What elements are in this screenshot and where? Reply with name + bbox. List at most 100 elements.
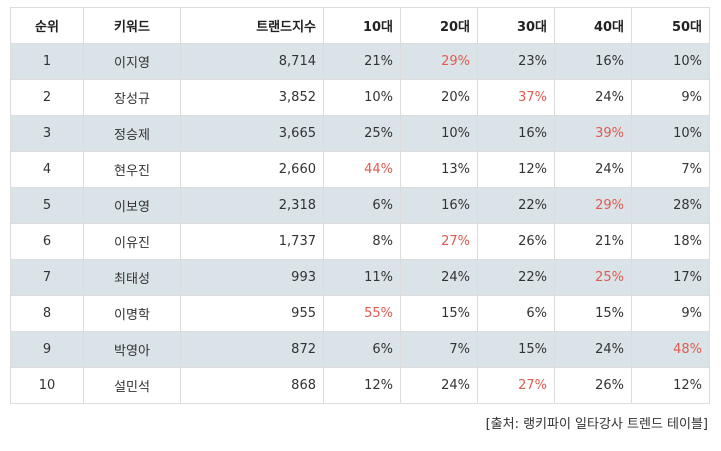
cell-age50: 10%	[631, 115, 710, 152]
cell-keyword: 최태성	[83, 259, 181, 296]
cell-age10: 10%	[323, 79, 401, 116]
cell-trend-index: 2,660	[180, 151, 324, 188]
header-age40: 40대	[554, 7, 632, 44]
cell-age30: 12%	[477, 151, 555, 188]
table-body: 1 이지영 8,714 21% 29% 23% 16% 10% 2 장성규 3,852 10% 20% 3…	[10, 43, 710, 404]
cell-rank: 6	[10, 223, 84, 260]
table-row: 2 장성규 3,852 10% 20% 37% 24% 9%	[10, 79, 710, 116]
cell-age10: 6%	[323, 187, 401, 224]
cell-age20: 20%	[400, 79, 478, 116]
cell-age40: 21%	[554, 223, 632, 260]
cell-age10: 6%	[323, 331, 401, 368]
cell-age50: 7%	[631, 151, 710, 188]
cell-trend-index: 868	[180, 367, 324, 404]
cell-age10: 8%	[323, 223, 401, 260]
cell-rank: 8	[10, 295, 84, 332]
cell-age10: 55%	[323, 295, 401, 332]
cell-age30: 22%	[477, 259, 555, 296]
cell-rank: 2	[10, 79, 84, 116]
cell-age40: 39%	[554, 115, 632, 152]
cell-age30: 26%	[477, 223, 555, 260]
cell-age40: 15%	[554, 295, 632, 332]
cell-age20: 27%	[400, 223, 478, 260]
cell-age30: 37%	[477, 79, 555, 116]
cell-trend-index: 955	[180, 295, 324, 332]
cell-age20: 15%	[400, 295, 478, 332]
cell-age30: 6%	[477, 295, 555, 332]
cell-age30: 15%	[477, 331, 555, 368]
cell-age50: 18%	[631, 223, 710, 260]
header-trend-index: 트랜드지수	[180, 7, 324, 44]
cell-trend-index: 993	[180, 259, 324, 296]
header-age20: 20대	[400, 7, 478, 44]
cell-age50: 28%	[631, 187, 710, 224]
cell-keyword: 설민석	[83, 367, 181, 404]
table-header: 순위 키워드 트랜드지수 10대 20대 30대 40대 50대	[10, 7, 710, 44]
cell-age50: 17%	[631, 259, 710, 296]
cell-age40: 24%	[554, 79, 632, 116]
cell-keyword: 장성규	[83, 79, 181, 116]
header-keyword: 키워드	[83, 7, 181, 44]
cell-age20: 13%	[400, 151, 478, 188]
cell-keyword: 이유진	[83, 223, 181, 260]
cell-rank: 4	[10, 151, 84, 188]
cell-age20: 16%	[400, 187, 478, 224]
header-rank: 순위	[10, 7, 84, 44]
cell-rank: 1	[10, 43, 84, 80]
cell-age50: 48%	[631, 331, 710, 368]
cell-trend-index: 3,665	[180, 115, 324, 152]
table-row: 7 최태성 993 11% 24% 22% 25% 17%	[10, 259, 710, 296]
cell-age40: 24%	[554, 151, 632, 188]
header-age10: 10대	[323, 7, 401, 44]
cell-age50: 9%	[631, 295, 710, 332]
cell-age20: 24%	[400, 259, 478, 296]
cell-rank: 7	[10, 259, 84, 296]
cell-keyword: 박영아	[83, 331, 181, 368]
cell-age10: 21%	[323, 43, 401, 80]
table-row: 3 정승제 3,665 25% 10% 16% 39% 10%	[10, 115, 710, 152]
table-row: 1 이지영 8,714 21% 29% 23% 16% 10%	[10, 43, 710, 80]
cell-age40: 24%	[554, 331, 632, 368]
table-row: 8 이명학 955 55% 15% 6% 15% 9%	[10, 295, 710, 332]
cell-age20: 29%	[400, 43, 478, 80]
source-note: [출처: 랭키파이 일타강사 트렌드 테이블]	[485, 417, 708, 432]
cell-age10: 44%	[323, 151, 401, 188]
cell-age50: 10%	[631, 43, 710, 80]
table-row: 4 현우진 2,660 44% 13% 12% 24% 7%	[10, 151, 710, 188]
table-row: 6 이유진 1,737 8% 27% 26% 21% 18%	[10, 223, 710, 260]
cell-age30: 23%	[477, 43, 555, 80]
cell-rank: 9	[10, 331, 84, 368]
cell-age50: 9%	[631, 79, 710, 116]
cell-age40: 25%	[554, 259, 632, 296]
cell-trend-index: 2,318	[180, 187, 324, 224]
cell-age40: 26%	[554, 367, 632, 404]
cell-keyword: 이지영	[83, 43, 181, 80]
table-row: 10 설민석 868 12% 24% 27% 26% 12%	[10, 367, 710, 404]
cell-trend-index: 872	[180, 331, 324, 368]
cell-age30: 16%	[477, 115, 555, 152]
header-row: 순위 키워드 트랜드지수 10대 20대 30대 40대 50대	[10, 7, 710, 44]
cell-age30: 22%	[477, 187, 555, 224]
header-age30: 30대	[477, 7, 555, 44]
cell-keyword: 현우진	[83, 151, 181, 188]
cell-trend-index: 8,714	[180, 43, 324, 80]
table-row: 9 박영아 872 6% 7% 15% 24% 48%	[10, 331, 710, 368]
cell-trend-index: 1,737	[180, 223, 324, 260]
cell-trend-index: 3,852	[180, 79, 324, 116]
cell-keyword: 이명학	[83, 295, 181, 332]
trend-table: 순위 키워드 트랜드지수 10대 20대 30대 40대 50대 1 이지영 8,7…	[10, 7, 710, 404]
cell-rank: 3	[10, 115, 84, 152]
cell-age40: 29%	[554, 187, 632, 224]
cell-keyword: 이보영	[83, 187, 181, 224]
cell-age10: 11%	[323, 259, 401, 296]
cell-age10: 12%	[323, 367, 401, 404]
header-age50: 50대	[631, 7, 710, 44]
cell-age10: 25%	[323, 115, 401, 152]
cell-rank: 10	[10, 367, 84, 404]
cell-age20: 7%	[400, 331, 478, 368]
cell-age20: 24%	[400, 367, 478, 404]
cell-rank: 5	[10, 187, 84, 224]
cell-age40: 16%	[554, 43, 632, 80]
cell-age20: 10%	[400, 115, 478, 152]
